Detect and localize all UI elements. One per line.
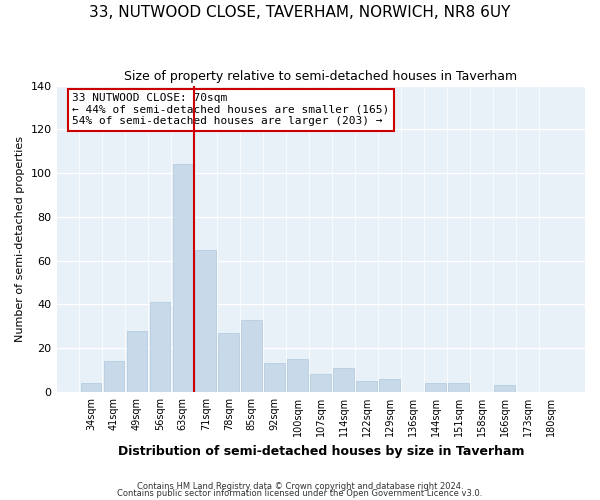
Bar xyxy=(334,368,354,392)
Bar xyxy=(127,330,147,392)
Bar xyxy=(196,250,216,392)
Bar xyxy=(149,302,170,392)
Bar xyxy=(425,383,446,392)
Bar xyxy=(265,364,285,392)
X-axis label: Distribution of semi-detached houses by size in Taverham: Distribution of semi-detached houses by … xyxy=(118,444,524,458)
Bar xyxy=(80,383,101,392)
Text: Contains HM Land Registry data © Crown copyright and database right 2024.: Contains HM Land Registry data © Crown c… xyxy=(137,482,463,491)
Bar xyxy=(173,164,193,392)
Bar xyxy=(287,359,308,392)
Y-axis label: Number of semi-detached properties: Number of semi-detached properties xyxy=(15,136,25,342)
Title: Size of property relative to semi-detached houses in Taverham: Size of property relative to semi-detach… xyxy=(124,70,517,83)
Bar xyxy=(104,362,124,392)
Text: 33 NUTWOOD CLOSE: 70sqm
← 44% of semi-detached houses are smaller (165)
54% of s: 33 NUTWOOD CLOSE: 70sqm ← 44% of semi-de… xyxy=(73,93,389,126)
Bar xyxy=(448,383,469,392)
Bar xyxy=(241,320,262,392)
Bar xyxy=(218,333,239,392)
Text: Contains public sector information licensed under the Open Government Licence v3: Contains public sector information licen… xyxy=(118,490,482,498)
Bar xyxy=(310,374,331,392)
Text: 33, NUTWOOD CLOSE, TAVERHAM, NORWICH, NR8 6UY: 33, NUTWOOD CLOSE, TAVERHAM, NORWICH, NR… xyxy=(89,5,511,20)
Bar xyxy=(356,381,377,392)
Bar xyxy=(379,379,400,392)
Bar xyxy=(494,386,515,392)
